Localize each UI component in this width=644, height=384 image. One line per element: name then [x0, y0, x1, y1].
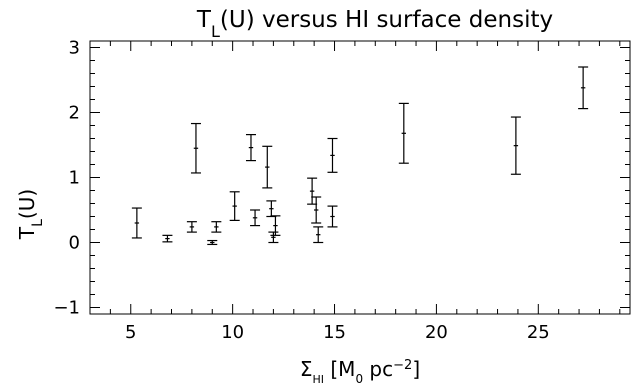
data-point [313, 226, 324, 244]
data-point [307, 177, 318, 205]
chart-title-sub: L [211, 22, 220, 41]
data-point [398, 102, 409, 164]
plot-border [89, 40, 631, 315]
data-point [229, 191, 240, 221]
x-axis-label-sub2: 0 [355, 372, 363, 384]
x-axis-label-rest2: pc [363, 357, 393, 381]
x-tick-label: 10 [221, 322, 244, 343]
data-point [510, 116, 521, 175]
data-point [190, 122, 201, 174]
x-axis-label: ΣHI [M0 pc−2] [300, 357, 420, 384]
data-point [207, 239, 218, 246]
x-tick-label: 5 [125, 322, 136, 343]
data-point [311, 196, 322, 224]
data-point [327, 137, 338, 173]
x-axis-label-sub: HI [313, 373, 325, 384]
chart-title-rest: (U) versus HI surface density [220, 7, 553, 33]
data-point [578, 66, 589, 110]
y-tick-labels: −1 0 1 2 3 [53, 38, 80, 319]
y-tick-label: 1 [69, 168, 80, 189]
y-tick-label: 2 [69, 103, 80, 124]
y-axis-label-base: T [15, 226, 39, 240]
y-tick-label: 0 [69, 233, 80, 254]
chart-title: TL(U) versus HI surface density [196, 7, 553, 41]
data-points [131, 66, 589, 246]
x-axis-label-end: ] [412, 357, 420, 381]
x-axis-label-rest: [M [324, 357, 355, 381]
x-axis-label-base: Σ [300, 357, 313, 381]
data-point [162, 234, 173, 243]
x-tick-label: 15 [323, 322, 346, 343]
chart-title-base: T [196, 7, 212, 33]
y-axis-label-rest: (U) [15, 189, 39, 219]
y-tick-label: 3 [69, 38, 80, 59]
data-point [270, 215, 281, 236]
data-point [186, 221, 197, 233]
y-axis-label: TL(U) [15, 189, 46, 240]
data-point [245, 134, 256, 162]
y-tick-label: −1 [53, 298, 80, 319]
data-point [268, 231, 279, 244]
data-point [327, 205, 338, 228]
x-tick-label: 20 [425, 322, 448, 343]
x-tick-labels: 5 10 15 20 25 [125, 322, 550, 343]
data-point [262, 145, 273, 189]
data-point [131, 207, 142, 239]
data-point [250, 209, 261, 227]
data-point [211, 221, 222, 233]
data-point [266, 200, 277, 218]
x-tick-label: 25 [527, 322, 550, 343]
x-axis-label-sup: −2 [393, 358, 412, 373]
plot-frame [89, 40, 631, 315]
y-axis-label-sub: L [30, 219, 46, 227]
